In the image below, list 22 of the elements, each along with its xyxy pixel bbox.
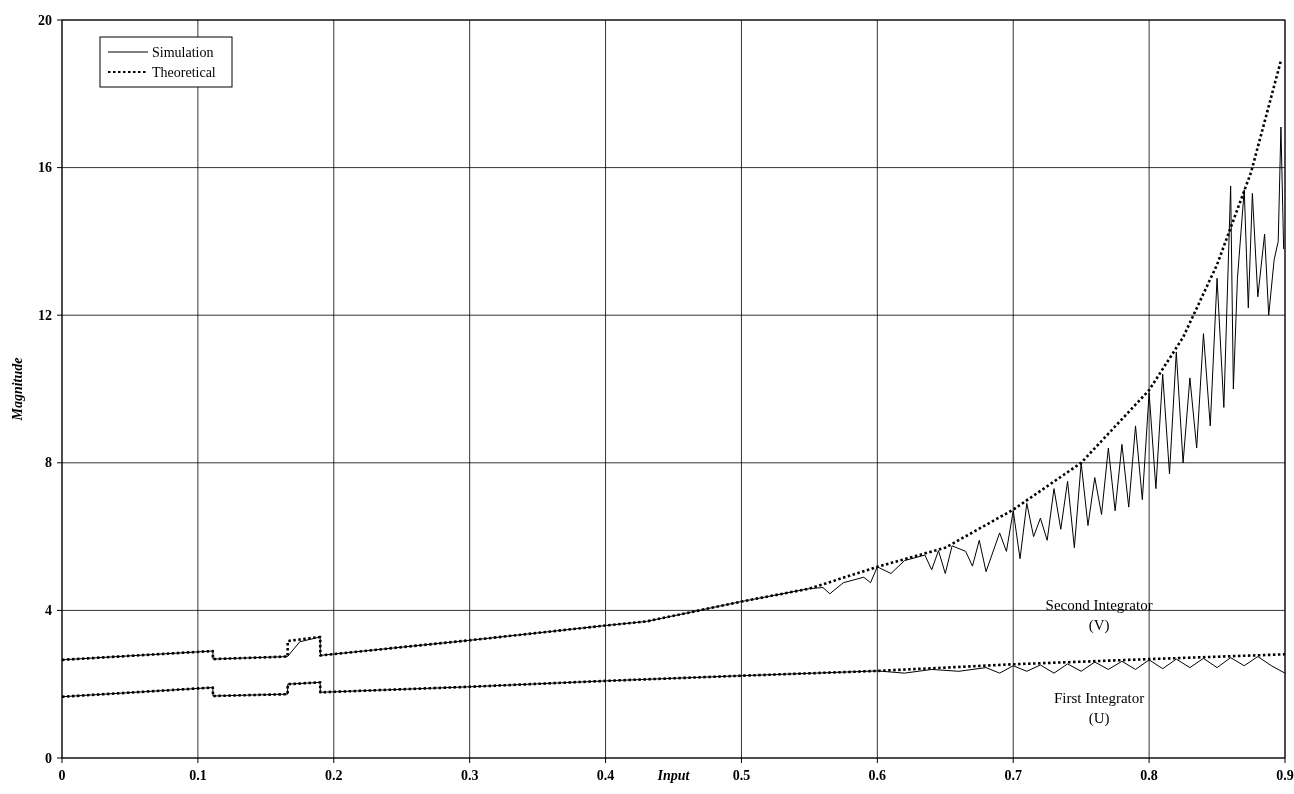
y-tick-label: 16 xyxy=(38,160,52,176)
y-tick-label: 4 xyxy=(45,602,52,618)
y-tick-label: 20 xyxy=(38,12,52,28)
y-axis-title: Magnitude xyxy=(10,357,25,422)
x-tick-label: 0.6 xyxy=(868,768,887,783)
x-tick-label: 0.3 xyxy=(460,768,479,783)
x-tick-label: 0.4 xyxy=(596,768,615,783)
annotation: Second Integrator (V) xyxy=(1045,597,1153,635)
x-axis-title: Input xyxy=(656,768,691,783)
legend-label: Theoretical xyxy=(152,64,216,80)
y-tick-label: 0 xyxy=(45,750,52,766)
y-tick-label: 8 xyxy=(45,455,52,471)
annotation: First Integrator (U) xyxy=(1053,689,1145,727)
x-tick-label: 0 xyxy=(58,768,66,783)
x-tick-label: 0.2 xyxy=(325,768,343,783)
y-tick-label: 12 xyxy=(38,307,52,323)
x-tick-label: 0.1 xyxy=(189,768,207,783)
x-tick-label: 0.7 xyxy=(1004,768,1022,783)
x-tick-label: 0.9 xyxy=(1276,768,1294,783)
x-tick-label: 0.8 xyxy=(1140,768,1158,783)
x-tick-label: 0.5 xyxy=(732,768,751,783)
legend-label: Simulation xyxy=(152,44,214,60)
